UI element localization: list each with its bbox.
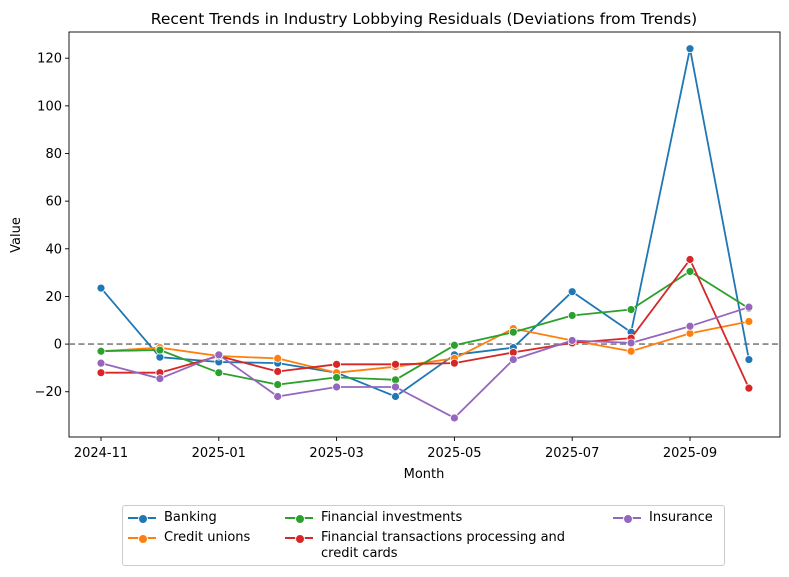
data-point: [567, 336, 577, 345]
series-financial-investments: [96, 267, 754, 389]
series-line: [100, 270, 750, 386]
data-point: [626, 305, 636, 314]
data-point: [214, 350, 224, 360]
x-axis-label: Month: [404, 467, 445, 482]
data-point: [685, 267, 695, 276]
y-tick-label: 120: [37, 52, 62, 67]
series-financial-transactions-processing-and-credit-cards: [96, 255, 754, 393]
series-line: [100, 47, 750, 398]
data-point: [96, 368, 106, 378]
data-point: [332, 359, 342, 369]
plot-area: [68, 31, 781, 438]
y-tick-label: 20: [45, 290, 62, 305]
data-point: [155, 374, 165, 384]
legend-item: Banking: [128, 510, 217, 526]
y-tick-label: 60: [45, 195, 62, 210]
legend: Banking Credit unions Financial investment…: [122, 505, 725, 566]
data-point: [744, 302, 754, 312]
legend-label: Financial transactions processing and cr…: [321, 530, 566, 561]
data-point: [685, 255, 695, 264]
data-point: [744, 317, 754, 326]
data-point: [273, 380, 283, 389]
legend-label: Financial investments: [321, 510, 463, 525]
data-point: [626, 338, 636, 348]
legend-swatch: [128, 510, 156, 526]
y-tick-label: 40: [45, 242, 62, 257]
legend-label: Banking: [164, 510, 217, 525]
data-point: [273, 353, 283, 363]
legend-item: Financial investments: [285, 510, 585, 526]
data-point: [96, 358, 106, 368]
x-tick-label: 2025-05: [427, 446, 481, 461]
series-insurance: [96, 302, 754, 423]
data-point: [744, 383, 754, 393]
y-tick-label: −20: [35, 385, 62, 400]
series-layer: [96, 44, 754, 423]
data-point: [96, 283, 106, 293]
x-tick-label: 2025-07: [545, 446, 599, 461]
data-point: [273, 367, 283, 376]
data-point: [685, 321, 695, 331]
legend-swatch: [613, 510, 641, 526]
legend-item: Financial transactions processing and cr…: [285, 530, 585, 562]
y-tick-label: 100: [37, 99, 62, 114]
data-point: [508, 355, 518, 364]
legend-swatch: [285, 530, 313, 546]
legend-item: Credit unions: [128, 530, 250, 546]
legend-label: Insurance: [649, 510, 713, 525]
data-point: [332, 382, 342, 392]
x-tick-label: 2025-03: [309, 446, 363, 461]
data-point: [96, 346, 106, 356]
data-point: [449, 413, 459, 423]
data-point: [391, 392, 400, 401]
data-point: [567, 287, 577, 297]
series-line: [100, 306, 750, 419]
legend-swatch: [128, 530, 156, 546]
x-tick-label: 2025-01: [192, 446, 246, 461]
data-point: [391, 382, 400, 392]
y-axis: −20 0 20 40 60 80 100 120: [35, 52, 69, 400]
legend-swatch: [285, 510, 313, 526]
chart-title: Recent Trends in Industry Lobbying Resid…: [151, 10, 697, 28]
data-point: [391, 359, 400, 369]
data-point: [685, 44, 695, 54]
data-point: [508, 327, 518, 337]
y-axis-label: Value: [9, 217, 24, 253]
data-point: [626, 346, 636, 356]
legend-item: Insurance: [613, 510, 713, 526]
series-credit-unions: [96, 317, 754, 378]
data-point: [449, 340, 459, 350]
x-axis: 2024-11 2025-01 2025-03 2025-05 2025-07 2025-…: [74, 437, 717, 461]
data-point: [214, 368, 224, 378]
data-point: [273, 392, 283, 401]
y-tick-label: 0: [54, 338, 62, 353]
series-banking: [96, 44, 754, 401]
y-tick-label: 80: [45, 147, 62, 162]
data-point: [567, 311, 577, 320]
x-tick-label: 2025-09: [663, 446, 717, 461]
series-line: [101, 258, 750, 389]
data-point: [155, 345, 165, 355]
x-tick-label: 2024-11: [74, 446, 128, 461]
data-point: [332, 373, 342, 382]
data-point: [744, 355, 754, 364]
data-point: [449, 358, 459, 368]
legend-label: Credit unions: [164, 530, 251, 545]
